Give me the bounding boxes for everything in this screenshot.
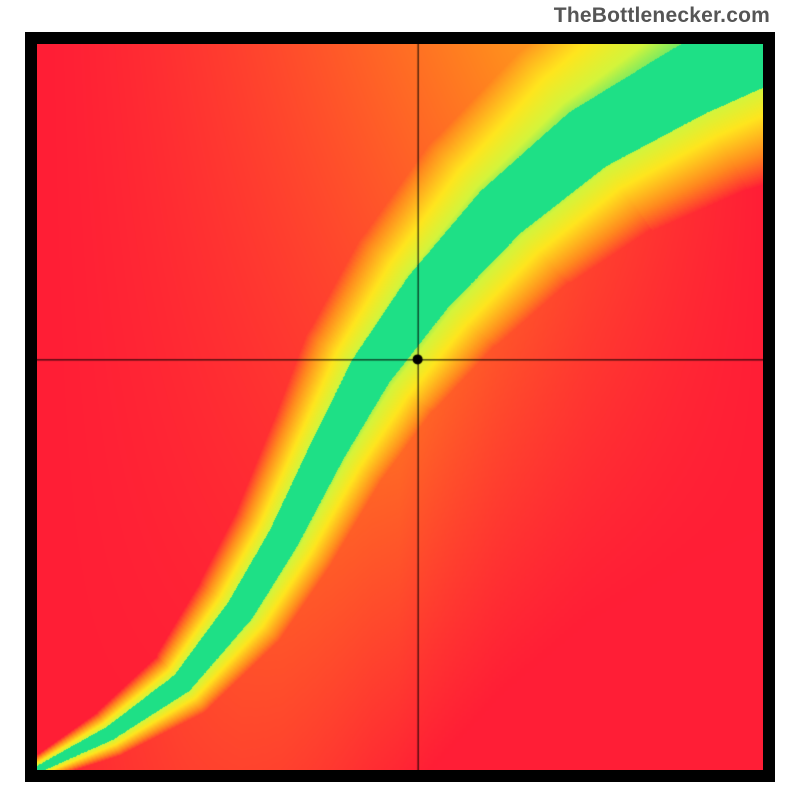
bottleneck-heatmap: [37, 44, 763, 770]
watermark-text: TheBottlenecker.com: [554, 4, 770, 28]
